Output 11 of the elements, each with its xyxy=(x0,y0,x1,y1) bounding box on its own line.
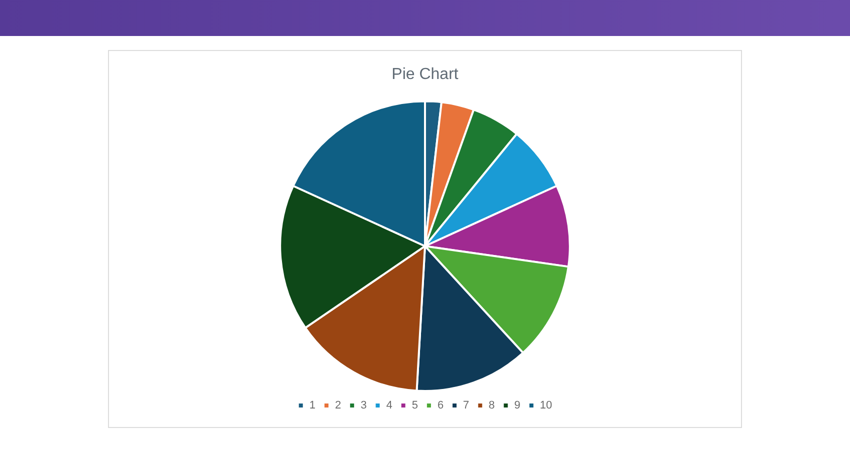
legend-label: 3 xyxy=(360,400,367,412)
legend-label: 7 xyxy=(463,400,470,412)
legend-label: 6 xyxy=(437,400,444,412)
legend-label: 2 xyxy=(334,400,342,412)
legend-label: 9 xyxy=(514,400,520,412)
chart-title: Pie Chart xyxy=(392,66,459,84)
legend-label: 8 xyxy=(488,400,495,412)
legend-label: 1 xyxy=(309,400,316,412)
legend-label: 10 xyxy=(540,400,552,412)
legend-label: 4 xyxy=(386,400,392,412)
legend-label: 5 xyxy=(412,400,418,412)
